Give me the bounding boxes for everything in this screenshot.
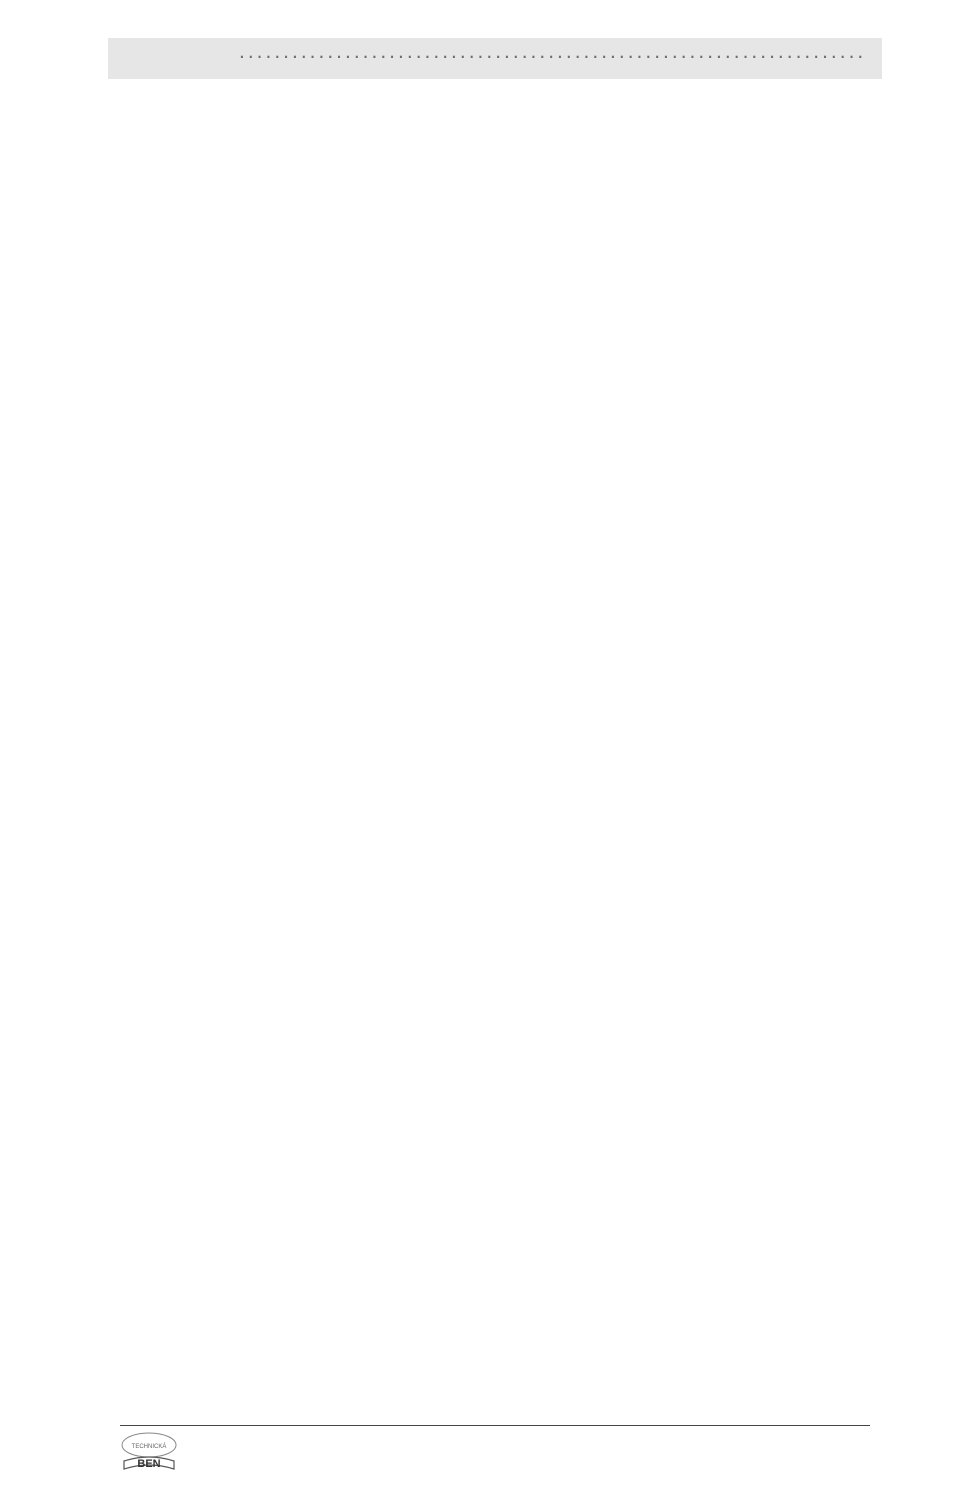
toc-leader-dots: [239, 44, 866, 71]
footer-rule: [120, 1425, 870, 1426]
publisher-logo: TECHNICKÁ BEN: [120, 1431, 178, 1476]
page: TECHNICKÁ BEN: [0, 0, 960, 1504]
svg-text:BEN: BEN: [137, 1458, 160, 1470]
svg-text:TECHNICKÁ: TECHNICKÁ: [132, 1443, 167, 1450]
page-footer: TECHNICKÁ BEN: [0, 1431, 960, 1476]
chapter-band: [108, 38, 882, 79]
chapter-row-2: [120, 44, 870, 71]
